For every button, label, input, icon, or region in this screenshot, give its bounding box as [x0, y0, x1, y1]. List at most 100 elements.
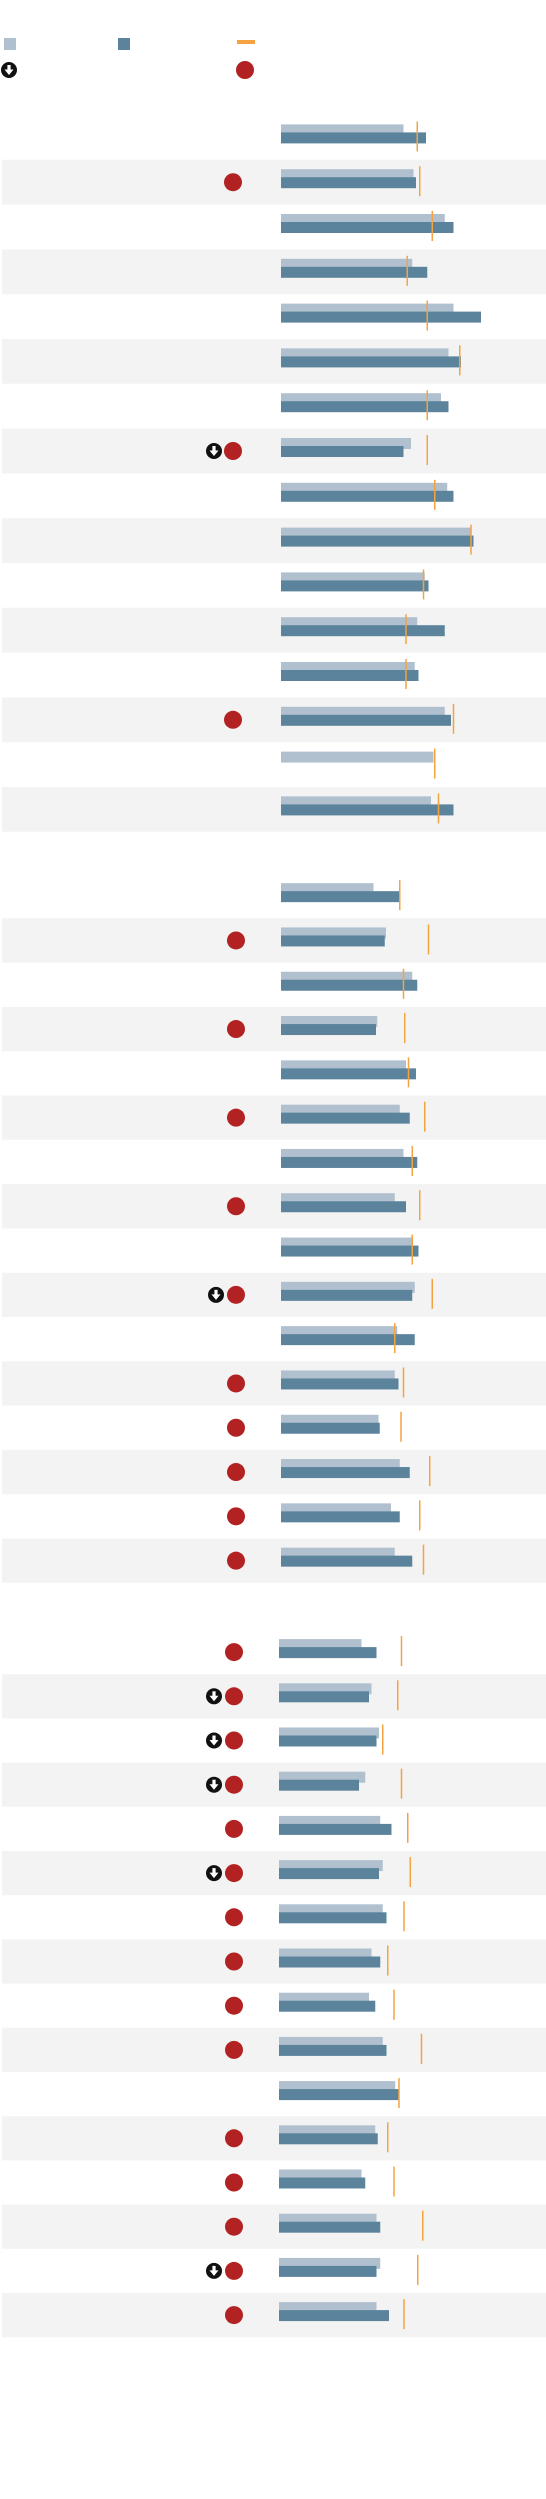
bar-series-1	[279, 1771, 366, 1783]
legend-series-1-swatch	[4, 38, 16, 50]
row-stripe	[2, 787, 546, 832]
bar-series-2	[281, 580, 429, 592]
bar-series-2	[281, 1156, 418, 1168]
bar-series-2	[281, 132, 426, 144]
row	[2, 339, 546, 384]
flag-dot	[227, 1463, 245, 1482]
bar-series-2	[281, 625, 445, 637]
bar-series-1	[279, 2036, 383, 2048]
bar-series-2	[281, 535, 474, 547]
bar-series-1	[281, 751, 434, 763]
bar-series-2	[279, 1956, 381, 1968]
row-stripe	[2, 2027, 546, 2072]
row	[2, 518, 546, 563]
bar-series-1	[281, 482, 448, 494]
flag-dot	[225, 1864, 243, 1883]
bar-series-2	[281, 1467, 410, 1479]
row	[2, 2204, 546, 2249]
bar-series-2	[281, 177, 416, 189]
row	[281, 211, 454, 241]
row	[281, 1057, 416, 1088]
row	[281, 300, 481, 331]
flag-dot	[224, 442, 242, 460]
flag-dot	[225, 1908, 243, 1927]
legend-series-2-swatch	[118, 38, 130, 50]
bar-series-1	[281, 662, 415, 673]
bar-series-2	[281, 222, 454, 233]
bar-series-2	[281, 1511, 400, 1523]
bar-series-2	[279, 2133, 378, 2145]
row-stripe	[2, 1095, 546, 1140]
bar-series-1	[281, 572, 425, 584]
bar-series-2	[279, 2310, 389, 2322]
bar-series-1	[281, 706, 445, 718]
row	[225, 2166, 395, 2197]
bar-series-1	[281, 1148, 404, 1160]
row	[2, 787, 546, 832]
bar-series-2	[279, 1823, 392, 1835]
down-arrow-icon	[206, 1732, 222, 1749]
row-stripe	[2, 249, 546, 295]
bar-series-2	[281, 446, 404, 457]
bar-series-1	[279, 2302, 377, 2314]
bar-series-1	[281, 438, 411, 449]
flag-dot	[225, 2217, 243, 2236]
bar-series-1	[281, 1104, 400, 1116]
row	[281, 1234, 419, 1265]
bar-series-1	[279, 1815, 381, 1827]
flag-dot	[225, 1819, 243, 1838]
row	[2, 1184, 546, 1229]
row-stripe	[2, 1939, 546, 1984]
row	[2, 2027, 546, 2072]
row	[2, 1006, 546, 1052]
bar-series-2	[281, 1245, 419, 1257]
row	[2, 1674, 546, 1719]
row	[225, 1989, 395, 2020]
row	[225, 1812, 409, 1843]
down-arrow-icon	[206, 1776, 222, 1793]
bar-series-2	[281, 311, 481, 323]
row-stripe	[2, 2293, 546, 2338]
flag-dot	[227, 1020, 245, 1039]
bar-series-2	[279, 2044, 387, 2056]
row	[281, 968, 418, 999]
row	[2, 1095, 546, 1140]
row-stripe	[2, 1361, 546, 1406]
row-stripe	[2, 2204, 546, 2249]
bar-series-1	[279, 1904, 383, 1916]
row	[2, 2293, 546, 2338]
bar-series-2	[281, 490, 454, 502]
bar-series-1	[281, 1459, 400, 1471]
row	[2, 1939, 546, 1984]
row	[206, 2254, 419, 2285]
row-stripe	[2, 159, 546, 205]
row	[281, 479, 454, 510]
row	[281, 659, 419, 689]
bar-series-2	[281, 714, 451, 726]
bar-series-2	[279, 2177, 366, 2189]
bar-series-1	[281, 796, 431, 808]
row	[281, 569, 429, 600]
flag-dot	[227, 1285, 245, 1304]
bar-series-1	[281, 393, 441, 405]
bar-series-2	[281, 670, 419, 681]
row	[281, 1145, 418, 1176]
flag-dot	[225, 1996, 243, 2015]
flag-dot	[227, 1108, 245, 1127]
bar-series-1	[281, 883, 374, 895]
row	[281, 121, 426, 152]
bar-series-1	[281, 1016, 378, 1028]
row	[279, 2078, 400, 2109]
bar-series-1	[279, 1639, 362, 1651]
bar-series-1	[281, 1281, 415, 1293]
row	[2, 607, 546, 653]
row-stripe	[2, 1851, 546, 1896]
bar-series-1	[279, 1683, 372, 1695]
bar-series-2	[279, 1868, 379, 1880]
flag-dot	[227, 1374, 245, 1393]
bar-series-2	[281, 1068, 416, 1080]
bar-series-1	[281, 1193, 395, 1205]
bar-series-2	[281, 266, 428, 278]
panel-1	[2, 121, 546, 832]
